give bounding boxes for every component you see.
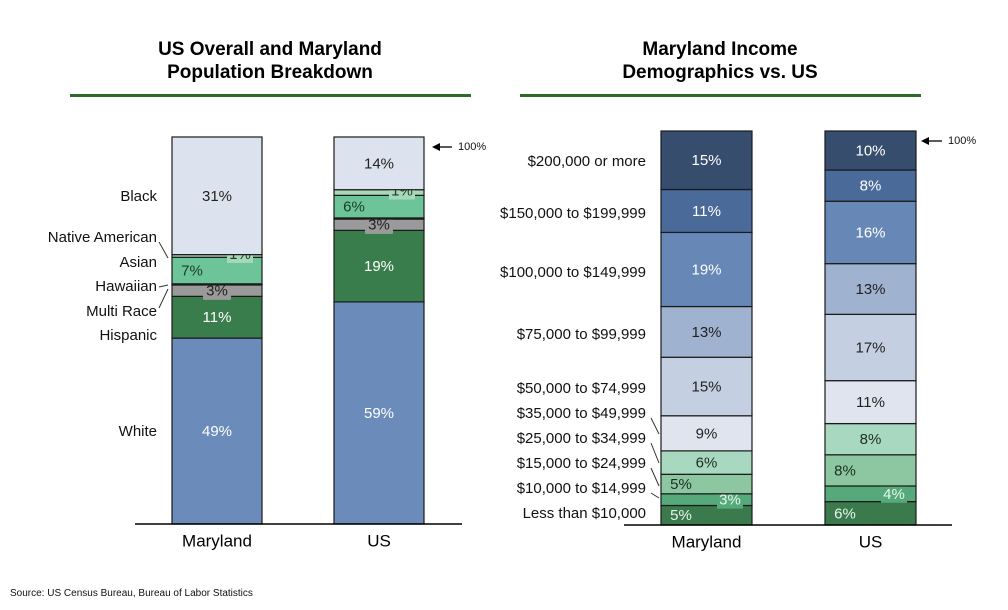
leader-line bbox=[650, 417, 660, 435]
data-label: 7% bbox=[181, 263, 203, 280]
x-tick-label-maryland: Maryland bbox=[182, 531, 252, 550]
data-label: 19% bbox=[364, 258, 394, 275]
leader-line bbox=[158, 288, 169, 309]
data-label: 4% bbox=[883, 486, 905, 503]
row-label: Native American bbox=[48, 229, 157, 246]
bar-segment-maryland--50-000-to-74-999 bbox=[660, 356, 753, 417]
data-label: 15% bbox=[691, 152, 721, 169]
data-label: 9% bbox=[696, 425, 718, 442]
data-label: 6% bbox=[343, 199, 365, 216]
income-title-line-1: Maryland Income bbox=[642, 39, 798, 60]
row-label: Hawaiian bbox=[95, 278, 157, 295]
bar-segment-maryland-hispanic bbox=[171, 295, 263, 339]
leader-line bbox=[158, 284, 169, 288]
top-marker-label: 100% bbox=[458, 141, 486, 153]
bar-segment-maryland--100-000-to-149-999 bbox=[660, 231, 753, 308]
data-label: 11% bbox=[203, 309, 232, 326]
data-label: 8% bbox=[860, 431, 882, 448]
data-label: 49% bbox=[202, 423, 232, 440]
bar-segment-maryland-black bbox=[171, 136, 263, 256]
population-title-line-2: Population Breakdown bbox=[167, 62, 373, 83]
data-label: 15% bbox=[691, 378, 721, 395]
data-label: 13% bbox=[855, 281, 885, 298]
bar-segment-us--15-000-to-24-999 bbox=[824, 454, 917, 487]
data-label: 16% bbox=[855, 224, 885, 241]
data-label-box bbox=[203, 281, 231, 300]
data-label: 31% bbox=[202, 188, 232, 205]
data-label: 3% bbox=[206, 283, 228, 300]
row-label: $75,000 to $99,999 bbox=[517, 326, 646, 343]
bar-segment-us--75-000-to-99-999 bbox=[824, 263, 917, 315]
data-label: 14% bbox=[364, 155, 394, 172]
row-label: Multi Race bbox=[86, 303, 157, 320]
leader-line bbox=[650, 442, 660, 464]
data-label: 11% bbox=[856, 394, 885, 411]
x-tick-label-us: US bbox=[367, 531, 391, 550]
data-label-box bbox=[717, 490, 743, 509]
income-chart-title: Maryland Income Demographics vs. US bbox=[520, 38, 920, 84]
bar-segment-us--25-000-to-34-999 bbox=[824, 422, 917, 456]
row-label: $15,000 to $24,999 bbox=[517, 455, 646, 472]
data-label: 13% bbox=[691, 324, 721, 341]
bar-segment-maryland--75-000-to-99-999 bbox=[660, 305, 753, 358]
data-label: 5% bbox=[670, 507, 692, 524]
leader-line bbox=[650, 492, 660, 499]
row-label: Asian bbox=[119, 254, 157, 271]
bar-segment-us--200-000-or-more bbox=[824, 130, 917, 171]
bar-segment-us-white bbox=[333, 301, 425, 525]
leader-line bbox=[650, 467, 660, 487]
data-label: 11% bbox=[692, 203, 721, 220]
data-label-box bbox=[881, 484, 907, 503]
row-label: $150,000 to $199,999 bbox=[500, 205, 646, 222]
bar-segment-us--150-000-to-199-999 bbox=[824, 169, 917, 202]
row-label: $35,000 to $49,999 bbox=[517, 405, 646, 422]
data-label: 19% bbox=[691, 261, 721, 278]
bar-segment-us-black bbox=[333, 136, 425, 191]
data-label-box bbox=[365, 215, 393, 234]
bar-segment-us--35-000-to-49-999 bbox=[824, 380, 917, 425]
data-label: 5% bbox=[670, 476, 692, 493]
row-label: $100,000 to $149,999 bbox=[500, 264, 646, 281]
arrow-left-icon bbox=[432, 143, 440, 151]
row-label: $50,000 to $74,999 bbox=[517, 380, 646, 397]
data-label: 6% bbox=[834, 505, 856, 522]
row-label: $10,000 to $14,999 bbox=[517, 480, 646, 497]
row-label: Black bbox=[120, 188, 157, 205]
data-label: 10% bbox=[855, 142, 885, 159]
data-label: 59% bbox=[364, 405, 394, 422]
population-chart-title: US Overall and Maryland Population Break… bbox=[70, 38, 470, 84]
bar-segment-us-hispanic bbox=[333, 229, 425, 303]
data-label: 17% bbox=[855, 339, 885, 356]
income-title-rule bbox=[520, 94, 921, 97]
data-label: 3% bbox=[719, 492, 741, 509]
row-label: Less than $10,000 bbox=[523, 505, 646, 522]
row-label: $200,000 or more bbox=[528, 153, 646, 170]
x-tick-label-maryland: Maryland bbox=[672, 532, 742, 551]
income-title-line-2: Demographics vs. US bbox=[622, 62, 818, 83]
population-title-rule bbox=[70, 94, 471, 97]
bar-segment-maryland--200-000-or-more bbox=[660, 130, 753, 191]
top-marker-label: 100% bbox=[948, 135, 976, 147]
row-label: Hispanic bbox=[99, 327, 157, 344]
source-note: Source: US Census Bureau, Bureau of Labo… bbox=[10, 588, 253, 599]
leader-line bbox=[158, 241, 169, 259]
data-label: 8% bbox=[834, 462, 856, 479]
data-label: 3% bbox=[368, 217, 390, 234]
population-title-line-1: US Overall and Maryland bbox=[158, 39, 382, 60]
data-label: 8% bbox=[860, 178, 882, 195]
x-tick-label-us: US bbox=[859, 532, 883, 551]
arrow-left-icon bbox=[921, 137, 929, 145]
row-label: $25,000 to $34,999 bbox=[517, 430, 646, 447]
bar-segment-maryland--35-000-to-49-999 bbox=[660, 415, 753, 452]
data-label: 6% bbox=[696, 455, 718, 472]
row-label: White bbox=[119, 423, 157, 440]
